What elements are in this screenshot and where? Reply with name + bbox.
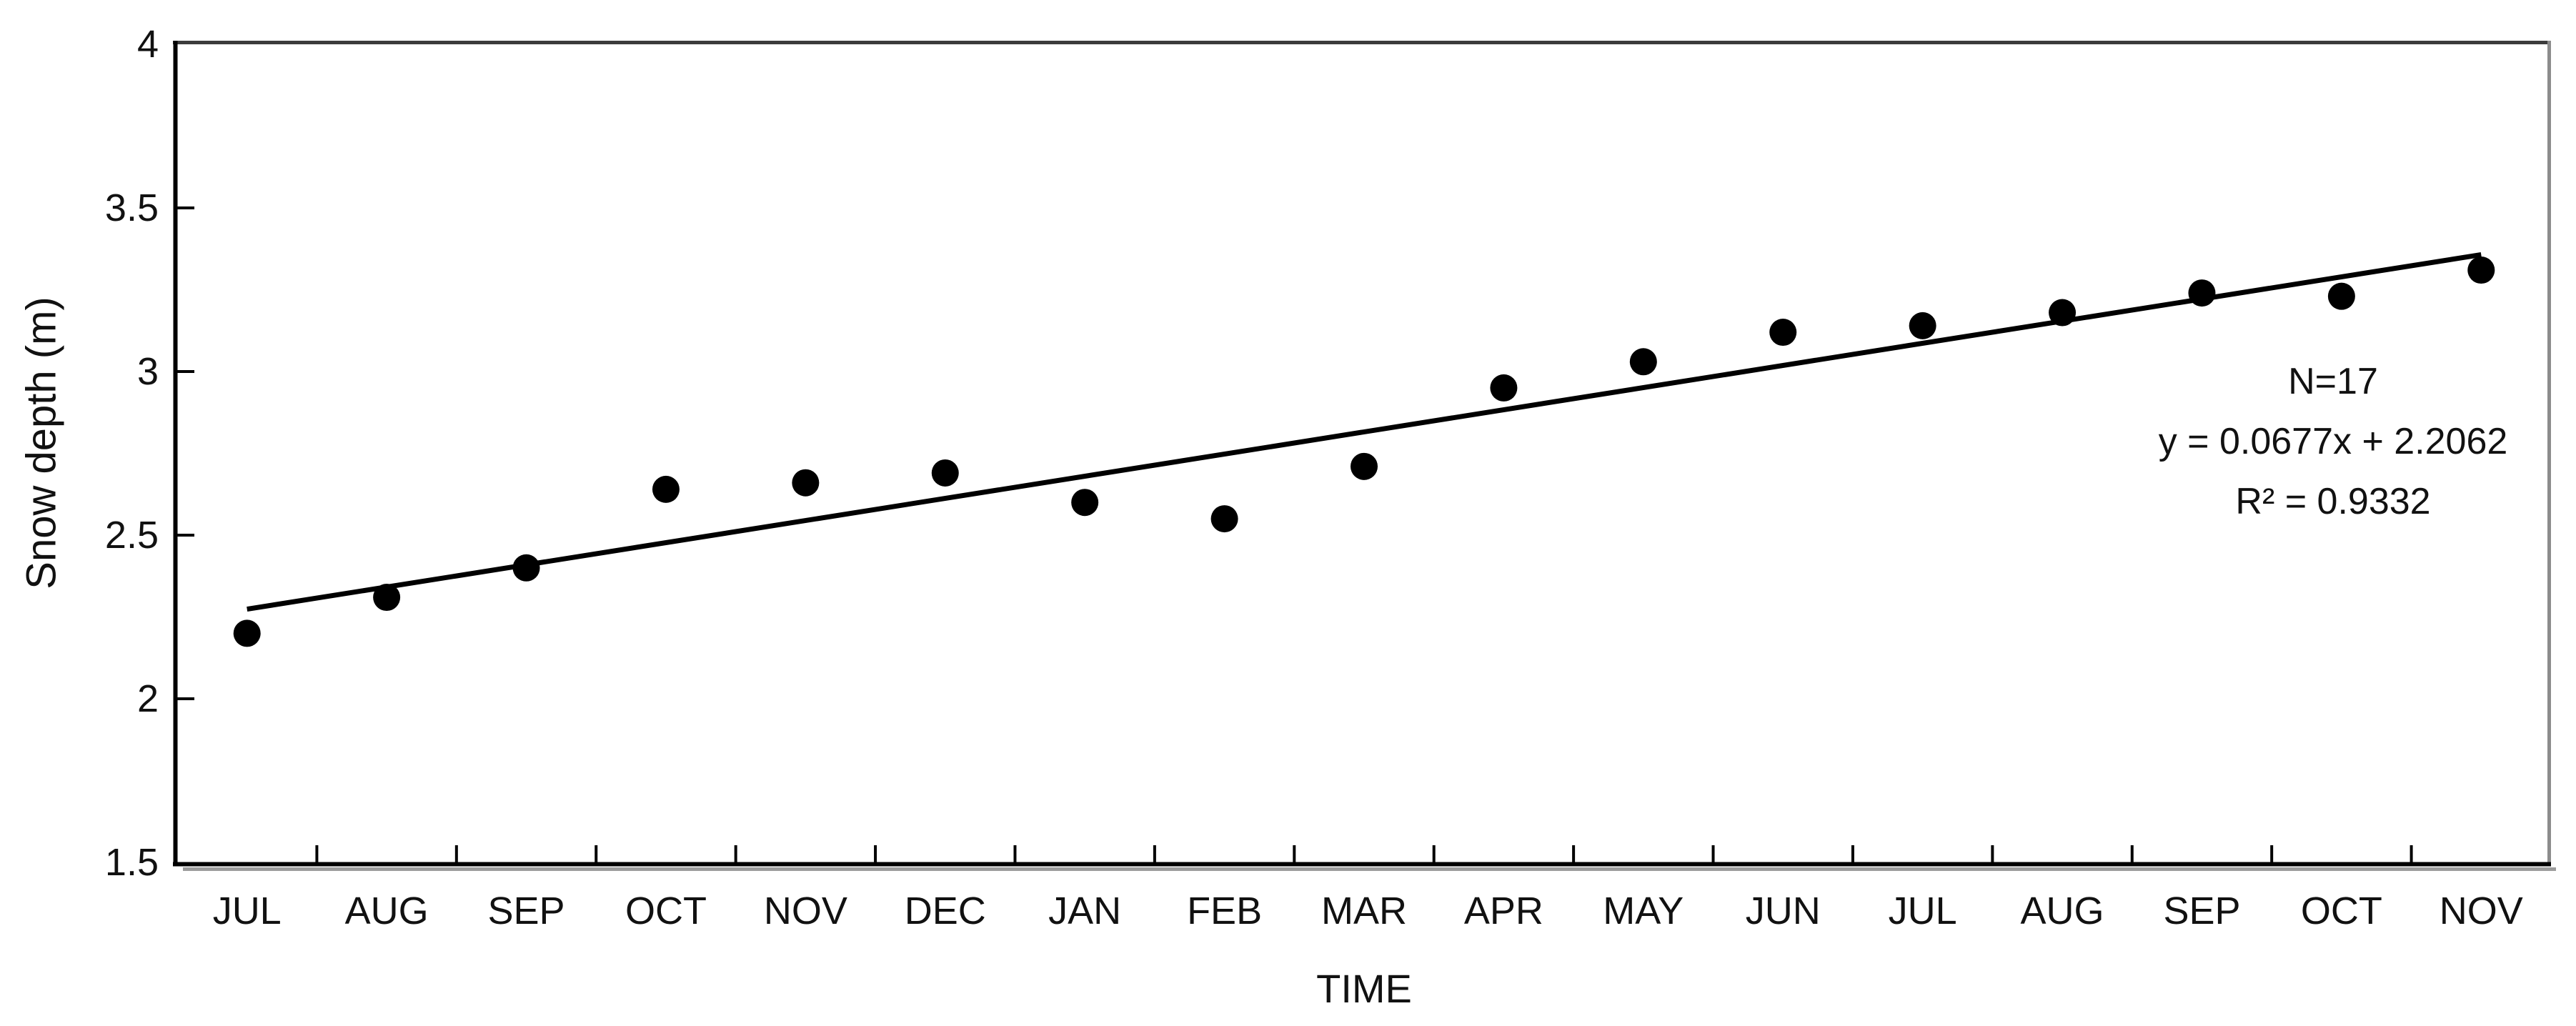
data-point bbox=[1071, 489, 1099, 517]
y-tick-label: 3.5 bbox=[104, 186, 159, 229]
y-axis-title: Snow depth (m) bbox=[18, 297, 65, 589]
data-point bbox=[792, 469, 820, 497]
y-tick-label: 2 bbox=[136, 677, 159, 720]
x-tick-label: SEP bbox=[487, 890, 565, 932]
data-point bbox=[1629, 348, 1657, 376]
regression-annotation: N=17 y = 0.0677x + 2.2062 R² = 0.9332 bbox=[2087, 352, 2576, 532]
annotation-r-squared: R² = 0.9332 bbox=[2235, 481, 2431, 522]
x-tick-label: DEC bbox=[904, 890, 986, 932]
data-point bbox=[1490, 374, 1518, 402]
x-tick-label: AUG bbox=[344, 890, 429, 932]
x-tick-label: NOV bbox=[2439, 890, 2523, 932]
x-tick-label: MAR bbox=[1321, 890, 1407, 932]
x-tick-label: SEP bbox=[2163, 890, 2241, 932]
x-axis-title: TIME bbox=[1316, 966, 1412, 1011]
x-tick-label: OCT bbox=[2300, 890, 2382, 932]
annotation-n-count: N=17 bbox=[2288, 361, 2378, 402]
x-tick-label: AUG bbox=[2020, 890, 2104, 932]
y-tick-label: 2.5 bbox=[104, 514, 159, 557]
data-point bbox=[931, 459, 959, 487]
data-point bbox=[2188, 279, 2216, 307]
x-tick-label: APR bbox=[1463, 890, 1543, 932]
trend-line bbox=[247, 251, 2482, 612]
data-point bbox=[1909, 312, 1936, 339]
y-tick-label: 4 bbox=[136, 23, 159, 66]
data-point bbox=[373, 584, 401, 612]
data-point bbox=[1210, 505, 1238, 533]
data-point bbox=[233, 619, 261, 647]
data-point bbox=[1351, 452, 1378, 480]
x-tick-label: JAN bbox=[1048, 890, 1122, 932]
y-tick-label: 3 bbox=[136, 350, 159, 393]
x-tick-label: JUN bbox=[1745, 890, 1821, 932]
x-tick-label: FEB bbox=[1187, 890, 1263, 932]
y-tick-label: 1.5 bbox=[104, 841, 159, 884]
x-tick-label: NOV bbox=[763, 890, 847, 932]
data-point bbox=[1769, 319, 1797, 347]
data-point bbox=[2327, 282, 2355, 310]
x-tick-label: MAY bbox=[1603, 890, 1684, 932]
x-tick-label: OCT bbox=[625, 890, 707, 932]
data-point bbox=[512, 554, 540, 582]
x-tick-label: JUL bbox=[212, 890, 282, 932]
data-point bbox=[2049, 299, 2077, 327]
data-point bbox=[2467, 256, 2495, 284]
annotation-equation: y = 0.0677x + 2.2062 bbox=[2158, 421, 2508, 462]
data-point bbox=[652, 475, 680, 503]
x-tick-label: JUL bbox=[1888, 890, 1957, 932]
